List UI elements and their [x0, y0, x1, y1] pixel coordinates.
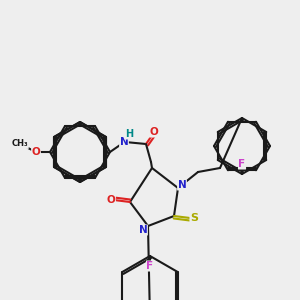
Text: O: O [106, 195, 116, 205]
Text: N: N [139, 225, 147, 235]
Text: S: S [190, 213, 198, 223]
Text: F: F [238, 159, 246, 169]
Text: CH₃: CH₃ [12, 140, 28, 148]
Text: N: N [120, 137, 128, 147]
Text: O: O [150, 127, 158, 137]
Text: O: O [32, 147, 40, 157]
Text: F: F [146, 261, 154, 271]
Text: N: N [178, 180, 186, 190]
Text: H: H [125, 129, 133, 139]
